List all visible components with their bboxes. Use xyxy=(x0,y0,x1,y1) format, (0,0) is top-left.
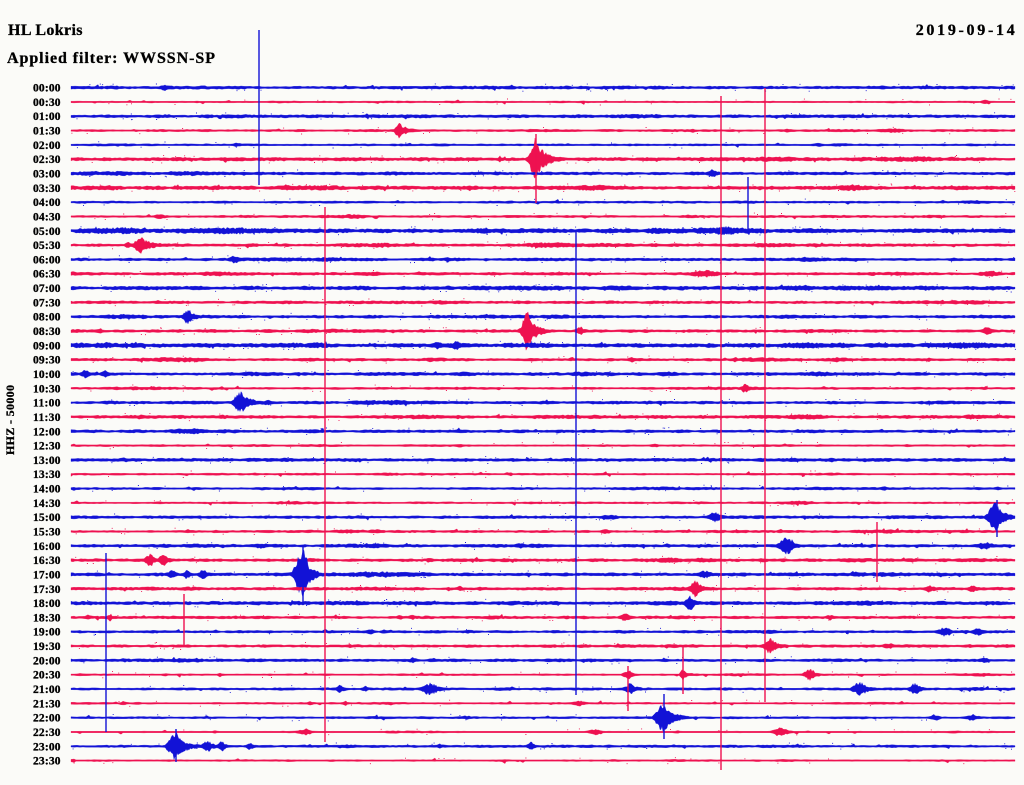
svg-text:13:00: 13:00 xyxy=(33,455,61,467)
svg-text:08:00: 08:00 xyxy=(33,312,61,324)
svg-text:15:30: 15:30 xyxy=(33,527,61,539)
svg-text:06:30: 06:30 xyxy=(33,269,61,281)
svg-text:17:00: 17:00 xyxy=(33,570,61,582)
svg-text:18:30: 18:30 xyxy=(33,612,61,624)
svg-text:02:30: 02:30 xyxy=(33,154,61,166)
svg-text:08:30: 08:30 xyxy=(33,326,61,338)
svg-text:07:00: 07:00 xyxy=(33,283,61,295)
svg-text:21:30: 21:30 xyxy=(33,698,61,710)
svg-text:HHZ - 50000: HHZ - 50000 xyxy=(3,385,17,455)
svg-text:16:00: 16:00 xyxy=(33,541,61,553)
svg-text:23:00: 23:00 xyxy=(33,741,61,753)
svg-text:00:00: 00:00 xyxy=(33,83,61,95)
svg-text:01:30: 01:30 xyxy=(33,126,61,138)
svg-text:12:30: 12:30 xyxy=(33,441,61,453)
svg-text:18:00: 18:00 xyxy=(33,598,61,610)
svg-text:17:30: 17:30 xyxy=(33,584,61,596)
svg-text:13:30: 13:30 xyxy=(33,469,61,481)
svg-text:14:30: 14:30 xyxy=(33,498,61,510)
svg-text:12:00: 12:00 xyxy=(33,426,61,438)
svg-text:05:00: 05:00 xyxy=(33,226,61,238)
svg-text:20:30: 20:30 xyxy=(33,670,61,682)
svg-text:04:30: 04:30 xyxy=(33,212,61,224)
svg-text:21:00: 21:00 xyxy=(33,684,61,696)
svg-text:19:30: 19:30 xyxy=(33,641,61,653)
svg-text:11:30: 11:30 xyxy=(33,412,61,424)
svg-text:01:00: 01:00 xyxy=(33,111,61,123)
svg-text:22:30: 22:30 xyxy=(33,727,61,739)
svg-text:10:00: 10:00 xyxy=(33,369,61,381)
svg-text:20:00: 20:00 xyxy=(33,655,61,667)
svg-text:11:00: 11:00 xyxy=(33,398,61,410)
svg-text:04:00: 04:00 xyxy=(33,197,61,209)
svg-text:14:00: 14:00 xyxy=(33,484,61,496)
svg-text:22:00: 22:00 xyxy=(33,713,61,725)
svg-text:HL Lokris: HL Lokris xyxy=(8,22,83,39)
svg-text:05:30: 05:30 xyxy=(33,240,61,252)
svg-text:23:30: 23:30 xyxy=(33,756,61,768)
svg-text:19:00: 19:00 xyxy=(33,627,61,639)
svg-text:06:00: 06:00 xyxy=(33,254,61,266)
svg-text:03:00: 03:00 xyxy=(33,169,61,181)
svg-text:10:30: 10:30 xyxy=(33,383,61,395)
svg-text:Applied filter: WWSSN-SP: Applied filter: WWSSN-SP xyxy=(7,50,215,67)
svg-text:03:30: 03:30 xyxy=(33,183,61,195)
svg-text:16:30: 16:30 xyxy=(33,555,61,567)
svg-text:09:00: 09:00 xyxy=(33,340,61,352)
svg-text:02:00: 02:00 xyxy=(33,140,61,152)
svg-text:09:30: 09:30 xyxy=(33,355,61,367)
svg-text:15:00: 15:00 xyxy=(33,512,61,524)
svg-text:00:30: 00:30 xyxy=(33,97,61,109)
svg-text:07:30: 07:30 xyxy=(33,297,61,309)
